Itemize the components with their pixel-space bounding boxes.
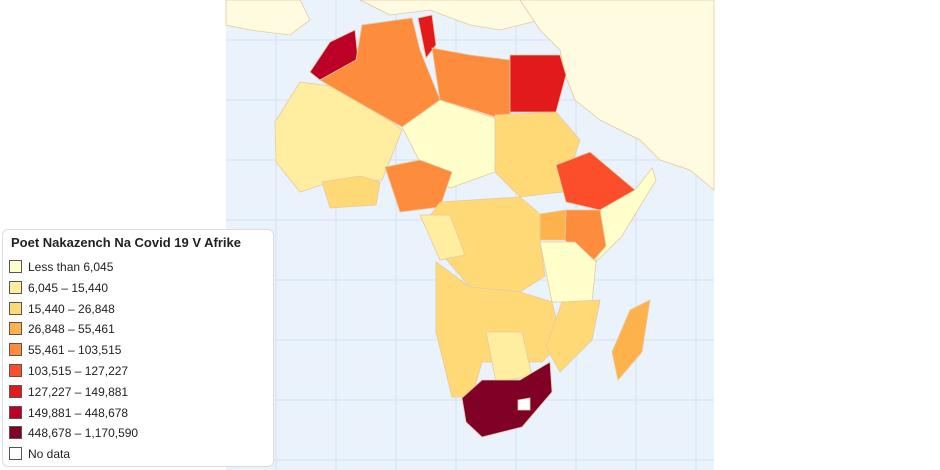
legend-swatch [9, 322, 22, 336]
legend-label: No data [28, 447, 71, 462]
legend-swatch [9, 280, 22, 294]
legend-swatch [9, 384, 22, 398]
legend-swatch [9, 260, 22, 273]
legend-label: 149,881 – 448,678 [28, 405, 129, 420]
legend-label: 448,678 – 1,170,590 [28, 426, 139, 441]
legend-swatch [9, 405, 22, 419]
legend-label: 103,515 – 127,227 [28, 364, 129, 378]
legend-label: 15,440 – 26,848 [28, 301, 115, 316]
legend-item[interactable]: 26,848 – 55,461 [9, 321, 115, 337]
legend-item[interactable]: No data [9, 446, 70, 462]
legend-label: 55,461 – 103,515 [28, 343, 122, 358]
legend-item[interactable]: Less than 6,045 [9, 259, 113, 275]
legend-title: Poet Nakazench Na Covid 19 V Afrike [11, 235, 241, 250]
legend-swatch [9, 343, 22, 357]
legend-swatch [9, 364, 22, 377]
legend: Poet Nakazench Na Covid 19 V Afrike Less… [2, 229, 274, 467]
legend-item[interactable]: 127,227 – 149,881 [9, 384, 128, 400]
legend-swatch [9, 426, 22, 440]
legend-item[interactable]: 448,678 – 1,170,590 [9, 425, 138, 441]
legend-swatch [9, 301, 22, 315]
legend-item[interactable]: 55,461 – 103,515 [9, 342, 121, 358]
legend-label: Less than 6,045 [28, 260, 114, 274]
legend-item[interactable]: 103,515 – 127,227 [9, 363, 128, 379]
legend-item[interactable]: 6,045 – 15,440 [9, 280, 108, 296]
legend-label: 26,848 – 55,461 [28, 322, 115, 337]
legend-label: 127,227 – 149,881 [28, 384, 129, 399]
land [225, 0, 715, 438]
legend-swatch [9, 447, 22, 461]
legend-item[interactable]: 15,440 – 26,848 [9, 301, 115, 317]
legend-item[interactable]: 149,881 – 448,678 [9, 405, 128, 421]
legend-label: 6,045 – 15,440 [28, 280, 109, 295]
